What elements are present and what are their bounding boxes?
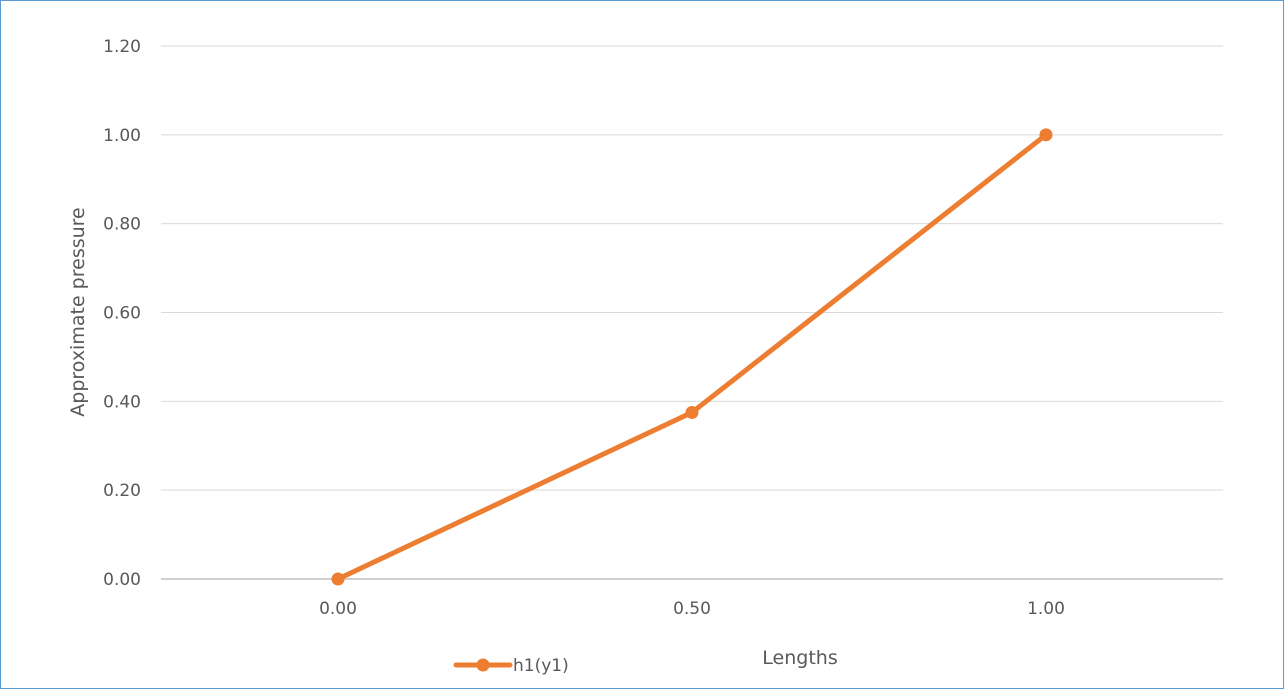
y-axis-title: Approximate pressure bbox=[67, 207, 89, 416]
x-axis-ticks: 0.00 0.50 1.00 bbox=[319, 599, 1065, 619]
series-layer bbox=[331, 128, 1053, 586]
y-tick-label: 1.20 bbox=[103, 37, 141, 57]
data-point bbox=[331, 572, 345, 586]
legend-marker-swatch bbox=[476, 658, 490, 672]
x-axis-title: Lengths bbox=[762, 647, 837, 669]
legend: h1(y1) bbox=[453, 656, 569, 676]
x-tick-label: 0.50 bbox=[673, 599, 711, 619]
y-axis-ticks: 0.00 0.20 0.40 0.60 0.80 1.00 1.20 bbox=[103, 37, 141, 590]
y-tick-label: 0.40 bbox=[103, 392, 141, 412]
data-point bbox=[1039, 128, 1053, 142]
y-tick-label: 0.60 bbox=[103, 304, 141, 324]
y-tick-label: 1.00 bbox=[103, 126, 141, 146]
gridlines bbox=[161, 45, 1223, 580]
series-line bbox=[335, 132, 1049, 582]
y-tick-label: 0.80 bbox=[103, 215, 141, 235]
legend-label: h1(y1) bbox=[513, 656, 569, 676]
x-tick-label: 0.00 bbox=[319, 599, 357, 619]
y-tick-label: 0.00 bbox=[103, 570, 141, 590]
data-point bbox=[685, 405, 699, 419]
x-tick-label: 1.00 bbox=[1027, 599, 1065, 619]
y-tick-label: 0.20 bbox=[103, 481, 141, 501]
